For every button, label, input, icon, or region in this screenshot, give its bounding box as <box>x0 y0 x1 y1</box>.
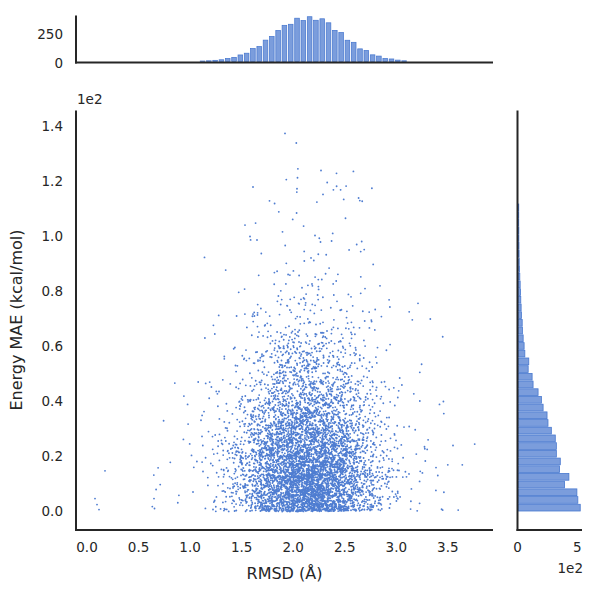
right-hist-bar <box>519 296 521 303</box>
main-y-tick-label: 0.2 <box>42 448 63 464</box>
right-hist-bar <box>519 412 548 419</box>
main-y-tick-label: 1.4 <box>42 118 63 134</box>
main-x-tick-label: 2.0 <box>282 539 303 555</box>
top-hist-bar <box>282 25 287 61</box>
top-hist-bar <box>251 49 256 62</box>
top-hist-bar <box>295 18 300 61</box>
main-y-tick-label: 1.2 <box>42 173 63 189</box>
top-hist-bar <box>270 36 275 61</box>
top-hist-bar <box>358 49 363 62</box>
main-y-tick-label: 0.8 <box>42 283 63 299</box>
right-hist-bar <box>519 481 565 488</box>
top-hist-bar <box>307 17 312 62</box>
top-hist-bar <box>219 60 224 62</box>
main-x-tick-label: 2.5 <box>334 539 355 555</box>
right-hist-bar <box>519 474 569 481</box>
x-axis-label: RMSD (Å) <box>247 564 323 583</box>
top-hist-bar <box>238 55 243 62</box>
top-hist-bar <box>244 53 249 61</box>
right-histogram <box>519 204 581 511</box>
top-hist-y-tick-label: 250 <box>37 26 63 42</box>
top-hist-bar <box>314 20 319 61</box>
right-hist-bar <box>519 312 522 319</box>
top-hist-bar <box>402 61 407 62</box>
top-hist-bar <box>225 59 230 62</box>
y-axis-offset-text: 1e2 <box>77 91 102 107</box>
right-hist-bar <box>519 450 557 457</box>
top-hist-bar <box>377 56 382 61</box>
main-x-tick-label: 3.0 <box>386 539 407 555</box>
right-hist-bar <box>519 304 522 311</box>
right-hist-bar <box>519 489 577 496</box>
main-y-tick-label: 0.6 <box>42 338 63 354</box>
top-hist-bar <box>345 40 350 61</box>
right-hist-bar <box>519 435 556 442</box>
top-hist-bar <box>301 21 306 62</box>
right-hist-bar <box>519 358 529 365</box>
top-hist-bar <box>263 40 268 61</box>
top-hist-bar <box>320 19 325 62</box>
top-histogram <box>200 17 406 62</box>
top-hist-bar <box>257 47 262 62</box>
top-hist-bar <box>213 60 218 61</box>
top-hist-bar <box>396 60 401 61</box>
top-hist-bar <box>276 31 281 62</box>
right-hist-bar <box>519 458 561 465</box>
right-hist-bar <box>519 335 524 342</box>
top-hist-bar <box>364 50 369 61</box>
right-hist-bar <box>519 397 542 404</box>
main-y-tick-label: 1.0 <box>42 228 63 244</box>
top-hist-bar <box>351 42 356 61</box>
right-hist-bar <box>519 504 581 511</box>
right-hist-x-tick-label: 0 <box>513 539 522 555</box>
top-hist-bar <box>207 61 212 62</box>
main-x-tick-label: 1.0 <box>179 539 200 555</box>
jointplot-figure: 0.0 0.5 1.0 1.5 2.0 2.5 3.0 3.5 0.0 0.2 0.4 0.6 0.8 1… <box>0 0 600 600</box>
right-hist-bar <box>519 373 533 380</box>
right-hist-bar <box>519 320 523 327</box>
right-hist-bar <box>519 381 534 388</box>
right-hist-bar <box>519 343 525 350</box>
right-hist-bar <box>519 420 548 427</box>
right-hist-bar <box>519 443 557 450</box>
main-y-tick-label: 0.0 <box>42 503 63 519</box>
top-hist-bar <box>383 59 388 62</box>
top-hist-y-tick-label: 0 <box>54 55 63 71</box>
top-hist-bar <box>333 30 338 61</box>
right-hist-bar <box>519 404 544 411</box>
top-hist-bar <box>232 57 237 61</box>
right-hist-bar <box>519 389 539 396</box>
main-x-tick-label: 3.5 <box>437 539 458 555</box>
right-hist-offset-text: 1e2 <box>558 560 583 576</box>
right-hist-bar <box>519 273 520 280</box>
right-hist-bar <box>519 366 529 373</box>
top-hist-bar <box>389 59 394 62</box>
main-x-tick-label: 0.0 <box>76 539 97 555</box>
right-hist-bar <box>519 466 560 473</box>
right-hist-bar <box>519 327 523 334</box>
right-hist-bar <box>519 250 520 257</box>
right-hist-bar <box>519 258 520 265</box>
right-hist-bar <box>519 427 552 434</box>
top-hist-bar <box>370 55 375 62</box>
right-hist-bar <box>519 350 525 357</box>
top-hist-bar <box>326 23 331 62</box>
main-x-tick-label: 0.5 <box>128 539 149 555</box>
right-hist-bar <box>519 497 578 504</box>
top-hist-bar <box>288 24 293 61</box>
right-hist-bar <box>519 289 521 296</box>
right-hist-bar <box>519 266 520 273</box>
top-hist-bar <box>339 33 344 62</box>
right-hist-bar <box>519 281 521 288</box>
y-axis-label: Energy MAE (kcal/mol) <box>7 229 26 410</box>
main-y-tick-label: 0.4 <box>42 393 63 409</box>
scatter-points <box>95 133 475 511</box>
main-x-tick-label: 1.5 <box>231 539 252 555</box>
right-hist-x-tick-label: 5 <box>573 539 582 555</box>
